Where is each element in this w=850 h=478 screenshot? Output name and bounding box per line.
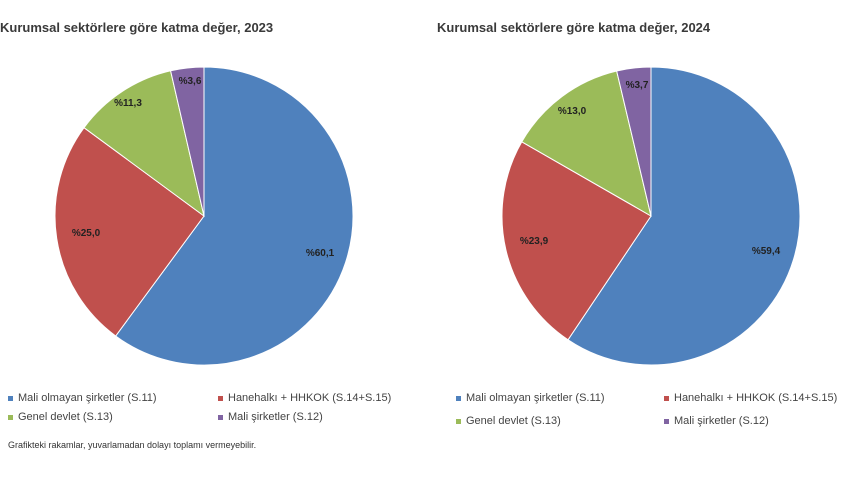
legend-swatch bbox=[456, 395, 461, 401]
legend-item-mali-olmayan: Mali olmayan şirketler (S.11) bbox=[456, 392, 605, 404]
slice-label-genel-devlet: %13,0 bbox=[558, 106, 587, 117]
chart-title-2023: Kurumsal sektörlere göre katma değer, 20… bbox=[0, 20, 274, 35]
pie-slice-mali-olmayan bbox=[567, 66, 801, 366]
legend-label: Hanehalkı + HHKOK (S.14+S.15) bbox=[228, 392, 392, 404]
legend-label: Mali olmayan şirketler (S.11) bbox=[18, 392, 157, 404]
legend-swatch bbox=[8, 414, 13, 420]
legend-label: Genel devlet (S.13) bbox=[466, 415, 561, 427]
chart-title-2024: Kurumsal sektörlere göre katma değer, 20… bbox=[437, 20, 711, 35]
pie-slice-hanehalki bbox=[501, 141, 652, 341]
legend-swatch bbox=[664, 418, 669, 424]
legend-label: Mali şirketler (S.12) bbox=[228, 411, 323, 423]
legend-item-mali-sirketler: Mali şirketler (S.12) bbox=[218, 411, 323, 423]
footnote: Grafikteki rakamlar, yuvarlamadan dolayı… bbox=[8, 440, 257, 450]
pie-slice-mali-olmayan bbox=[114, 66, 354, 366]
pie-slice-genel-devlet bbox=[83, 70, 205, 218]
pie-slice-hanehalki bbox=[54, 126, 205, 337]
pie-chart-2024: %59,4 %23,9 %13,0 %3,7 bbox=[501, 66, 801, 366]
slice-label-genel-devlet: %11,3 bbox=[114, 98, 142, 109]
legend-label: Genel devlet (S.13) bbox=[18, 411, 113, 423]
pie-slice-genel-devlet bbox=[521, 70, 652, 218]
pie-slice-mali-sirketler bbox=[616, 66, 652, 217]
legend-item-hanehalki: Hanehalkı + HHKOK (S.14+S.15) bbox=[218, 392, 391, 404]
pie-chart-2023: %60,1 %25,0 %11,3 %3,6 bbox=[54, 66, 354, 366]
slice-label-mali-olmayan: %60,1 bbox=[306, 248, 335, 259]
slice-label-mali-sirketler: %3,7 bbox=[626, 80, 649, 91]
legend-label: Mali olmayan şirketler (S.11) bbox=[466, 392, 605, 404]
slice-label-mali-olmayan: %59,4 bbox=[752, 246, 781, 257]
slice-label-hanehalki: %25,0 bbox=[72, 228, 101, 239]
legend-item-mali-sirketler: Mali şirketler (S.12) bbox=[664, 415, 769, 427]
slice-label-hanehalki: %23,9 bbox=[520, 236, 549, 247]
legend-swatch bbox=[218, 395, 223, 401]
legend-label: Hanehalkı + HHKOK (S.14+S.15) bbox=[674, 392, 838, 404]
legend-item-genel-devlet: Genel devlet (S.13) bbox=[456, 415, 561, 427]
slice-label-mali-sirketler: %3,6 bbox=[179, 76, 202, 87]
pie-slice-mali-sirketler bbox=[169, 66, 205, 217]
legend-swatch bbox=[8, 395, 13, 401]
legend-item-genel-devlet: Genel devlet (S.13) bbox=[8, 411, 113, 423]
legend-swatch bbox=[218, 414, 223, 420]
legend-item-hanehalki: Hanehalkı + HHKOK (S.14+S.15) bbox=[664, 392, 850, 404]
legend-label: Mali şirketler (S.12) bbox=[674, 415, 769, 427]
legend-swatch bbox=[456, 418, 461, 424]
legend-swatch bbox=[664, 395, 669, 401]
legend-item-mali-olmayan: Mali olmayan şirketler (S.11) bbox=[8, 392, 157, 404]
